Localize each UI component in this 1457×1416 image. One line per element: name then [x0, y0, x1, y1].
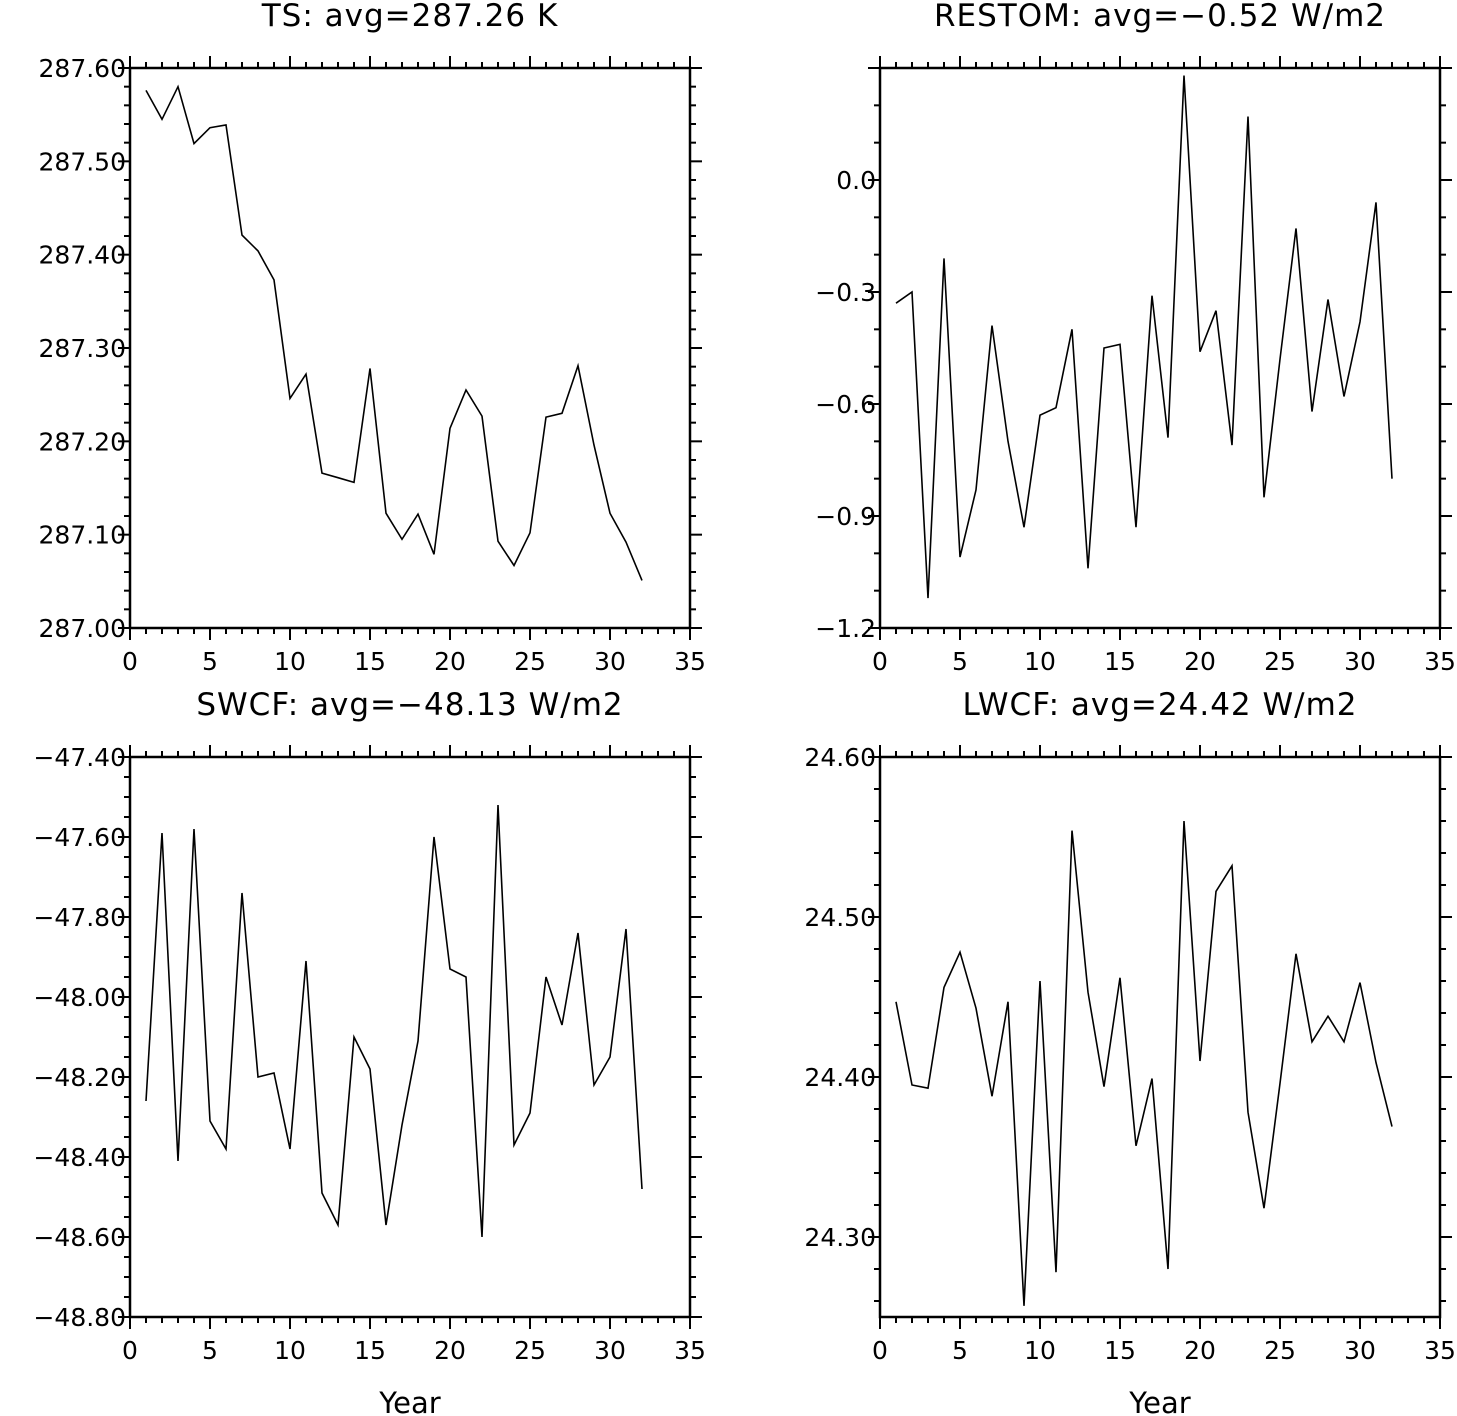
- y-tick-label: 287.60: [39, 54, 126, 83]
- y-tick-label: −0.6: [815, 390, 876, 419]
- x-axis-label: Year: [1128, 1386, 1190, 1416]
- series-line-1: [145, 84, 643, 581]
- y-tick-label: 287.50: [39, 147, 126, 176]
- series-line-1: [145, 804, 643, 1238]
- x-tick-label: 0: [872, 647, 888, 676]
- x-tick-label: 20: [434, 1336, 466, 1365]
- chart-panel-3: SWCF: avg=−48.13 W/m2 0 5 10 15 20 25 30 35 −48.8…: [33, 687, 705, 1416]
- y-tick-label: 287.20: [39, 427, 126, 456]
- y-tick-label: 24.50: [804, 903, 876, 932]
- x-tick-label: 5: [202, 647, 218, 676]
- y-tick-label: 287.30: [39, 334, 126, 363]
- x-tick-label: 10: [274, 647, 306, 676]
- y-tick-label: −48.20: [33, 1063, 126, 1092]
- x-tick-label: 15: [1104, 1336, 1136, 1365]
- y-tick-label: −48.60: [33, 1223, 126, 1252]
- x-tick-label: 20: [1184, 1336, 1216, 1365]
- x-tick-label: 35: [1424, 1336, 1456, 1365]
- chart-panel-2: RESTOM: avg=−0.52 W/m2 0 5 10 15 20 25 30 35 −1.2…: [815, 0, 1456, 676]
- x-tick-label: 5: [202, 1336, 218, 1365]
- y-tick-label: −47.40: [33, 743, 126, 772]
- x-tick-label: 30: [1344, 647, 1376, 676]
- x-tick-label: 10: [1024, 647, 1056, 676]
- series-line-1: [895, 820, 1393, 1306]
- x-tick-label: 25: [1264, 647, 1296, 676]
- x-tick-label: 5: [952, 1336, 968, 1365]
- x-tick-label: 25: [514, 1336, 546, 1365]
- y-tick-label: 287.00: [39, 614, 126, 643]
- x-tick-label: 5: [952, 647, 968, 676]
- x-axis-label: Year: [378, 1386, 440, 1416]
- y-tick-label: −47.60: [33, 823, 126, 852]
- x-tick-label: 10: [274, 1336, 306, 1365]
- plot-frame: [878, 66, 1442, 630]
- x-tick-label: 15: [354, 1336, 386, 1365]
- x-tick-label: 0: [872, 1336, 888, 1365]
- y-tick-label: −47.80: [33, 903, 126, 932]
- y-tick-label: −0.9: [815, 502, 876, 531]
- y-tick-label: 287.40: [39, 241, 126, 270]
- x-tick-label: 20: [434, 647, 466, 676]
- x-tick-label: 35: [674, 647, 706, 676]
- y-tick-label: 0.0: [836, 166, 876, 195]
- y-tick-label: −48.80: [33, 1303, 126, 1332]
- chart-title: LWCF: avg=24.42 W/m2: [962, 687, 1357, 723]
- chart-title: TS: avg=287.26 K: [261, 0, 559, 34]
- chart-panel-1: TS: avg=287.26 K 0 5 10 15 20 25 30 35 287.00 287.…: [39, 0, 706, 676]
- x-tick-label: 15: [1104, 647, 1136, 676]
- x-tick-label: 35: [674, 1336, 706, 1365]
- y-tick-label: −0.3: [815, 278, 876, 307]
- chart-panel-4: LWCF: avg=24.42 W/m2 0 5 10 15 20 25 30 35 24.30 2…: [804, 687, 1455, 1416]
- x-tick-label: 15: [354, 647, 386, 676]
- y-tick-label: −48.00: [33, 983, 126, 1012]
- plot-frame: [878, 755, 1442, 1319]
- chart-title: RESTOM: avg=−0.52 W/m2: [934, 0, 1386, 34]
- x-tick-label: 25: [1264, 1336, 1296, 1365]
- plot-frame: [128, 66, 692, 630]
- y-tick-label: −48.40: [33, 1143, 126, 1172]
- x-tick-label: 0: [122, 1336, 138, 1365]
- x-tick-label: 25: [514, 647, 546, 676]
- y-tick-label: −1.2: [815, 614, 876, 643]
- y-tick-label: 24.30: [804, 1223, 876, 1252]
- y-tick-label: 24.40: [804, 1063, 876, 1092]
- plot-frame: [128, 755, 692, 1319]
- x-tick-label: 30: [594, 647, 626, 676]
- series-line-1: [895, 75, 1393, 599]
- x-tick-label: 0: [122, 647, 138, 676]
- chart-title: SWCF: avg=−48.13 W/m2: [196, 687, 623, 723]
- x-tick-label: 20: [1184, 647, 1216, 676]
- x-tick-label: 30: [594, 1336, 626, 1365]
- x-tick-label: 10: [1024, 1336, 1056, 1365]
- y-tick-label: 24.60: [804, 743, 876, 772]
- y-tick-label: 287.10: [39, 521, 126, 550]
- x-tick-label: 35: [1424, 647, 1456, 676]
- x-tick-label: 30: [1344, 1336, 1376, 1365]
